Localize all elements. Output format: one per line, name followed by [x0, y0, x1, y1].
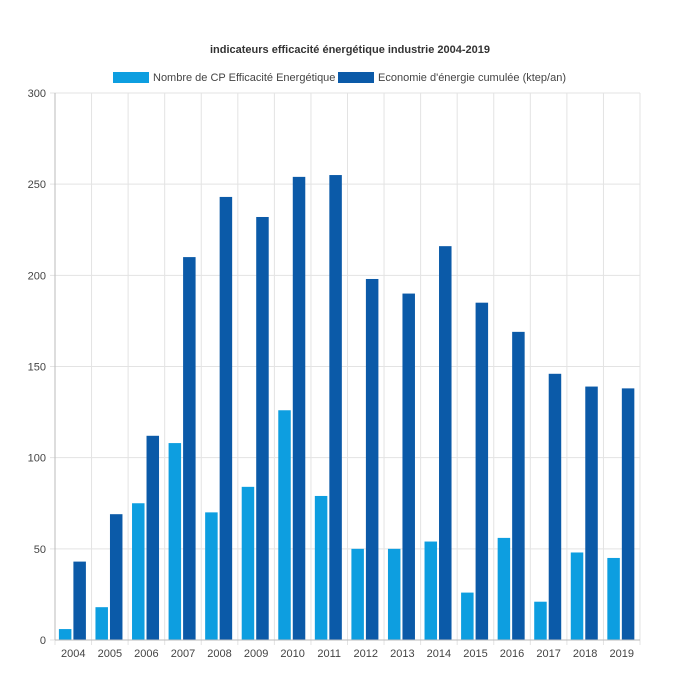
x-tick-label: 2005: [98, 648, 122, 660]
bar-energy-savings[interactable]: [475, 302, 489, 640]
bar-cp-count[interactable]: [607, 557, 620, 640]
x-tick-label: 2009: [244, 648, 268, 660]
legend: Nombre de CP Efficacité Energétique Econ…: [113, 72, 566, 84]
bar-cp-count[interactable]: [314, 495, 328, 640]
bar-energy-savings[interactable]: [512, 331, 525, 640]
bar-energy-savings[interactable]: [621, 388, 635, 640]
legend-label-cp-count[interactable]: Nombre de CP Efficacité Energétique: [153, 72, 335, 84]
bar-cp-count[interactable]: [570, 552, 584, 640]
bar-energy-savings[interactable]: [219, 196, 233, 640]
x-tick-label: 2018: [573, 648, 597, 660]
bar-energy-savings[interactable]: [109, 514, 123, 640]
legend-label-energy-savings[interactable]: Economie d'énergie cumulée (ktep/an): [378, 72, 566, 84]
bar-energy-savings[interactable]: [329, 175, 342, 641]
legend-swatch-energy-savings[interactable]: [338, 72, 374, 83]
x-tick-label: 2013: [390, 648, 414, 660]
bar-cp-count[interactable]: [241, 486, 255, 640]
y-tick-label: 300: [28, 88, 46, 100]
x-tick-label: 2015: [463, 648, 487, 660]
bar-cp-count[interactable]: [424, 541, 438, 640]
bar-cp-count[interactable]: [132, 503, 145, 640]
bar-cp-count[interactable]: [387, 548, 401, 640]
bar-energy-savings[interactable]: [256, 216, 269, 640]
bar-cp-count[interactable]: [351, 548, 364, 640]
y-axis: 0 50 100 150 200 250 300: [28, 88, 56, 647]
y-tick-label: 100: [28, 453, 46, 465]
bar-energy-savings[interactable]: [585, 386, 598, 640]
x-tick-label: 2011: [317, 648, 341, 660]
x-tick-label: 2007: [171, 648, 195, 660]
legend-swatch-cp-count[interactable]: [113, 72, 149, 83]
y-tick-label: 200: [28, 270, 46, 282]
x-tick-label: 2008: [207, 648, 231, 660]
bar-energy-savings[interactable]: [402, 293, 415, 640]
bar-cp-count[interactable]: [278, 410, 291, 640]
y-tick-label: 150: [28, 362, 46, 374]
bar-cp-count[interactable]: [95, 607, 108, 640]
x-tick-label: 2017: [536, 648, 560, 660]
bar-energy-savings[interactable]: [548, 373, 562, 640]
x-tick-label: 2006: [134, 648, 158, 660]
x-tick-label: 2012: [354, 648, 378, 660]
x-tick-label: 2010: [280, 648, 304, 660]
y-tick-label: 250: [28, 179, 46, 191]
bar-cp-count[interactable]: [168, 443, 182, 640]
grid: [50, 92, 641, 645]
bar-energy-savings[interactable]: [146, 435, 160, 640]
bar-cp-count[interactable]: [58, 629, 72, 640]
x-tick-label: 2016: [500, 648, 524, 660]
bar-energy-savings[interactable]: [183, 257, 196, 640]
x-axis: 2004 2005 2006 2007 2008 2009 2010 2011 2012 2013…: [55, 639, 640, 660]
chart-title: indicateurs efficacité énergétique indus…: [210, 44, 490, 56]
bar-cp-count[interactable]: [497, 537, 511, 640]
bar-energy-savings[interactable]: [73, 561, 86, 640]
x-tick-label: 2014: [427, 648, 451, 660]
x-tick-label: 2004: [61, 648, 85, 660]
bar-cp-count[interactable]: [461, 592, 474, 640]
y-tick-label: 50: [34, 544, 46, 556]
x-tick-label: 2019: [609, 648, 633, 660]
bar-cp-count[interactable]: [205, 512, 218, 640]
y-tick-label: 0: [40, 635, 46, 647]
bar-energy-savings[interactable]: [365, 278, 379, 640]
bar-cp-count[interactable]: [534, 601, 547, 640]
bar-energy-savings[interactable]: [292, 176, 306, 640]
bars: [58, 175, 635, 641]
bar-energy-savings[interactable]: [439, 246, 452, 640]
